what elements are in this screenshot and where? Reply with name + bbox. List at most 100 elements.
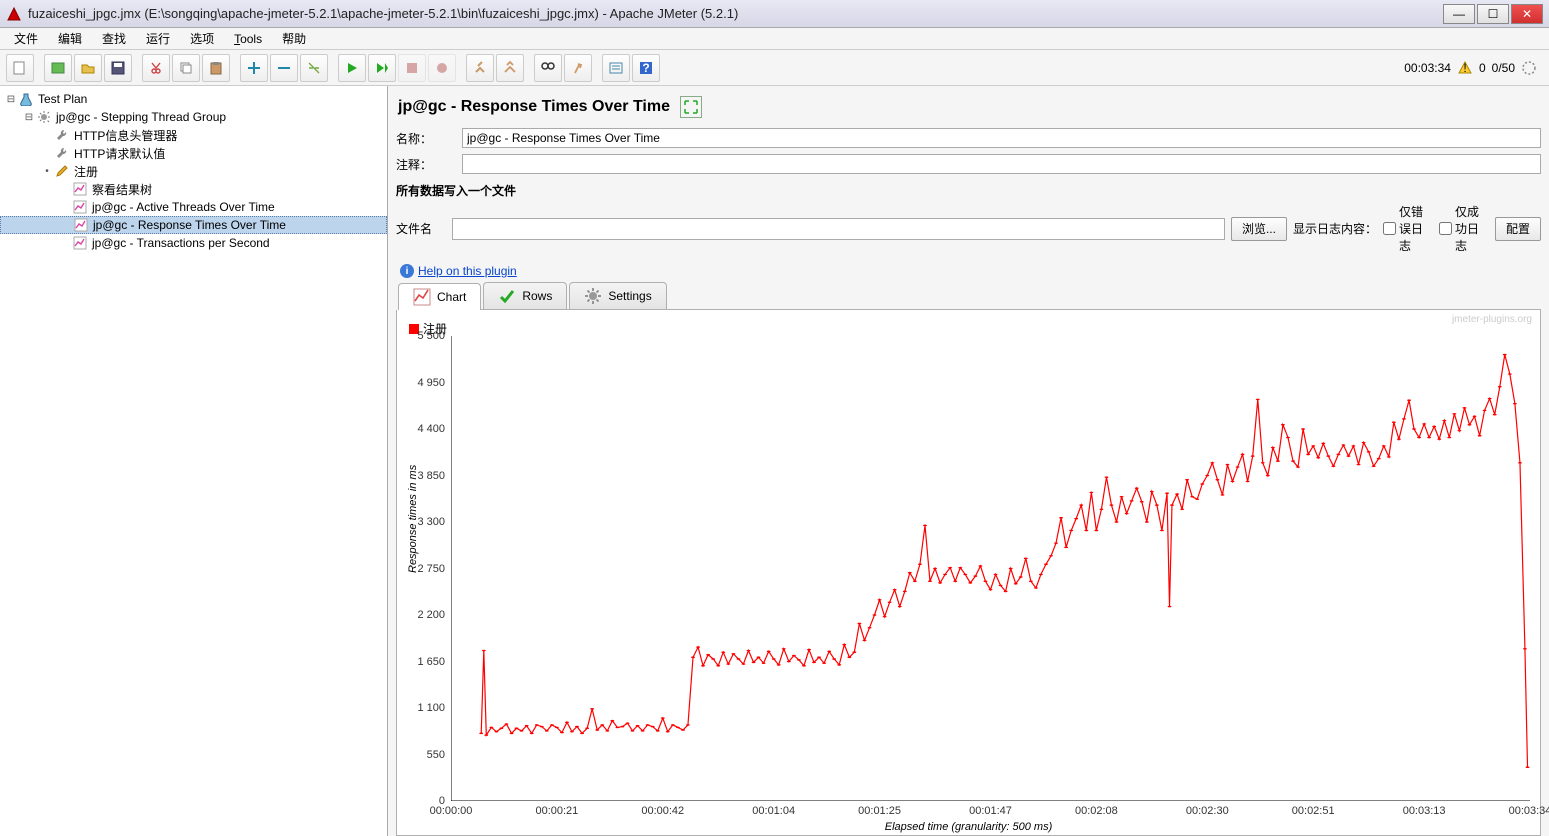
comment-label: 注释： (396, 156, 454, 173)
menubar: 文件编辑查找运行选项Tools帮助 (0, 28, 1549, 50)
tree-node-tps[interactable]: jp@gc - Transactions per Second (0, 234, 387, 252)
name-label: 名称： (396, 130, 454, 147)
config-button[interactable]: 配置 (1495, 217, 1541, 241)
graph-icon (72, 181, 88, 197)
graph-icon (72, 199, 88, 215)
tree-node-reg[interactable]: • 注册 (0, 162, 387, 180)
info-icon: i (400, 264, 414, 278)
tree-node-label: HTTP信息头管理器 (74, 127, 177, 144)
new-button[interactable] (6, 54, 34, 82)
chart-container: jmeter-plugins.org 注册 Response times in … (396, 310, 1541, 836)
tree-node-testplan[interactable]: ⊟Test Plan (0, 90, 387, 108)
gear-icon (584, 287, 602, 305)
toggle-button[interactable] (300, 54, 328, 82)
maximize-button[interactable]: ☐ (1477, 4, 1509, 24)
tab-settings[interactable]: Settings (569, 282, 666, 309)
help-button[interactable]: ? (632, 54, 660, 82)
showlog-label: 显示日志内容： (1293, 220, 1377, 237)
search-button[interactable] (534, 54, 562, 82)
tree-toggle-icon[interactable]: • (42, 166, 52, 177)
tree-node-stg[interactable]: ⊟ jp@gc - Stepping Thread Group (0, 108, 387, 126)
tree-node-label: jp@gc - Stepping Thread Group (56, 110, 226, 124)
copy-button[interactable] (172, 54, 200, 82)
start-button[interactable] (338, 54, 366, 82)
tree-node-label: 察看结果树 (92, 181, 152, 198)
help-link[interactable]: Help on this plugin (418, 264, 517, 278)
tree-node-label: HTTP请求默认值 (74, 145, 165, 162)
tree-pane[interactable]: ⊟Test Plan⊟jp@gc - Stepping Thread Group… (0, 86, 388, 836)
y-tick-label: 4 950 (417, 377, 451, 389)
warning-icon: ! (1457, 60, 1473, 76)
tree-node-rt[interactable]: jp@gc - Response Times Over Time (0, 216, 387, 234)
clear-button[interactable] (466, 54, 494, 82)
flask-icon (18, 91, 34, 107)
collapse-button[interactable] (270, 54, 298, 82)
wrench-icon (54, 127, 70, 143)
minimize-button[interactable]: — (1443, 4, 1475, 24)
clear-all-button[interactable] (496, 54, 524, 82)
only-error-checkbox[interactable]: 仅错误日志 (1383, 203, 1433, 254)
start-no-pause-button[interactable] (368, 54, 396, 82)
writefile-section-label: 所有数据写入一个文件 (396, 182, 1541, 199)
tab-label: Chart (437, 290, 466, 304)
expand-button[interactable] (240, 54, 268, 82)
shutdown-button[interactable] (428, 54, 456, 82)
tree-node-at[interactable]: jp@gc - Active Threads Over Time (0, 198, 387, 216)
menu-item[interactable]: 帮助 (272, 28, 316, 49)
tree-node-def[interactable]: HTTP请求默认值 (0, 144, 387, 162)
menu-item[interactable]: 选项 (180, 28, 224, 49)
x-tick-label: 00:02:51 (1292, 801, 1335, 817)
close-button[interactable]: ✕ (1511, 4, 1543, 24)
graph-icon (73, 217, 89, 233)
tab-label: Settings (608, 289, 651, 303)
menu-item[interactable]: 查找 (92, 28, 136, 49)
y-tick-label: 5 500 (417, 330, 451, 342)
window-title: fuzaiceshi_jpgc.jmx (E:\songqing\apache-… (28, 6, 1443, 21)
filename-input[interactable] (452, 218, 1225, 240)
status-thread-count: 0/50 (1492, 61, 1515, 75)
menu-item[interactable]: 编辑 (48, 28, 92, 49)
function-helper-button[interactable] (602, 54, 630, 82)
tree-node-label: 注册 (74, 163, 98, 180)
only-success-checkbox[interactable]: 仅成功日志 (1439, 203, 1489, 254)
templates-button[interactable] (44, 54, 72, 82)
filename-label: 文件名 (396, 220, 446, 237)
tree-toggle-icon[interactable]: ⊟ (24, 112, 34, 123)
pencil-icon (54, 163, 70, 179)
x-tick-label: 00:01:04 (752, 801, 795, 817)
tree-toggle-icon[interactable]: ⊟ (6, 94, 16, 105)
browse-button[interactable]: 浏览... (1231, 217, 1287, 241)
x-tick-label: 00:00:42 (641, 801, 684, 817)
menu-item[interactable]: Tools (224, 30, 272, 48)
y-tick-label: 2 750 (417, 563, 451, 575)
titlebar: fuzaiceshi_jpgc.jmx (E:\songqing\apache-… (0, 0, 1549, 28)
comment-input[interactable] (462, 154, 1541, 174)
tree-node-label: jp@gc - Response Times Over Time (93, 218, 286, 232)
menu-item[interactable]: 文件 (4, 28, 48, 49)
stop-button[interactable] (398, 54, 426, 82)
reset-search-button[interactable] (564, 54, 592, 82)
tree-node-hdr[interactable]: HTTP信息头管理器 (0, 126, 387, 144)
tree-node-vtree[interactable]: 察看结果树 (0, 180, 387, 198)
save-button[interactable] (104, 54, 132, 82)
tree-node-label: jp@gc - Transactions per Second (92, 236, 270, 250)
y-tick-label: 550 (427, 749, 451, 761)
y-tick-label: 2 200 (417, 609, 451, 621)
status-warning-count: 0 (1479, 61, 1486, 75)
tab-chart[interactable]: Chart (398, 283, 481, 310)
status-running-icon (1521, 60, 1537, 76)
tab-rows[interactable]: Rows (483, 282, 567, 309)
menu-item[interactable]: 运行 (136, 28, 180, 49)
expand-panel-icon[interactable] (680, 96, 702, 118)
y-tick-label: 1 650 (417, 656, 451, 668)
chart-plot-area: 05501 1001 6502 2002 7503 3003 8504 4004… (451, 336, 1530, 801)
tree-node-label: jp@gc - Active Threads Over Time (92, 200, 275, 214)
chart-icon (413, 288, 431, 306)
open-button[interactable] (74, 54, 102, 82)
x-tick-label: 00:00:21 (535, 801, 578, 817)
name-input[interactable] (462, 128, 1541, 148)
paste-button[interactable] (202, 54, 230, 82)
x-tick-label: 00:02:08 (1075, 801, 1118, 817)
cut-button[interactable] (142, 54, 170, 82)
wrench-icon (54, 145, 70, 161)
